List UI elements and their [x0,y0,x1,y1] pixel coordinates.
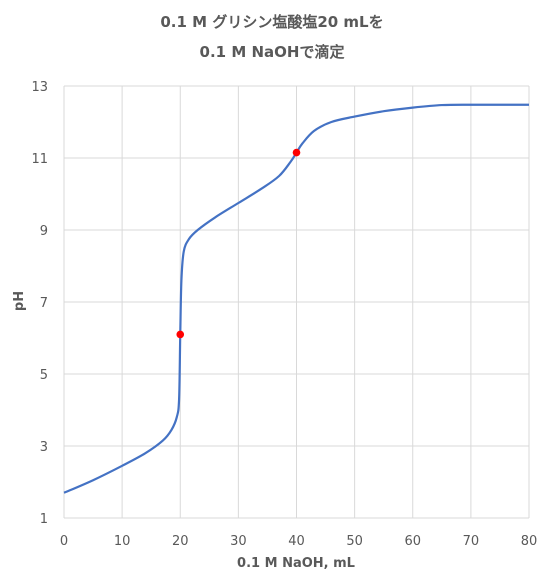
point-group [176,148,301,339]
chart-title-line-2: 0.1 M NaOHで滴定 [200,43,345,61]
y-tick-label: 1 [40,512,48,527]
x-axis-title: 0.1 M NaOH, mL [237,556,355,571]
grid-lines [63,85,530,519]
x-tick-label: 30 [230,534,247,549]
marker-point [176,330,185,339]
titration-curve [63,103,529,494]
x-tick-label: 60 [404,534,421,549]
x-tick-label: 20 [172,534,189,549]
x-tick-labels: 0 10 20 30 40 50 60 70 80 [60,534,537,549]
y-tick-label: 9 [40,224,48,239]
x-tick-label: 10 [114,534,131,549]
y-tick-label: 3 [40,440,48,455]
x-tick-label: 50 [346,534,363,549]
y-tick-label: 5 [40,368,48,383]
y-tick-label: 11 [31,152,48,167]
marker-point [292,148,301,157]
chart-title-line-1: 0.1 M グリシン塩酸塩20 mLを [160,13,383,31]
y-axis-title: pH [12,291,27,311]
y-tick-label: 7 [40,296,48,311]
x-tick-label: 70 [463,534,480,549]
x-tick-label: 0 [60,534,68,549]
y-tick-label: 13 [31,80,48,95]
series-group [63,103,529,494]
x-tick-label: 80 [521,534,538,549]
x-tick-label: 40 [288,534,305,549]
